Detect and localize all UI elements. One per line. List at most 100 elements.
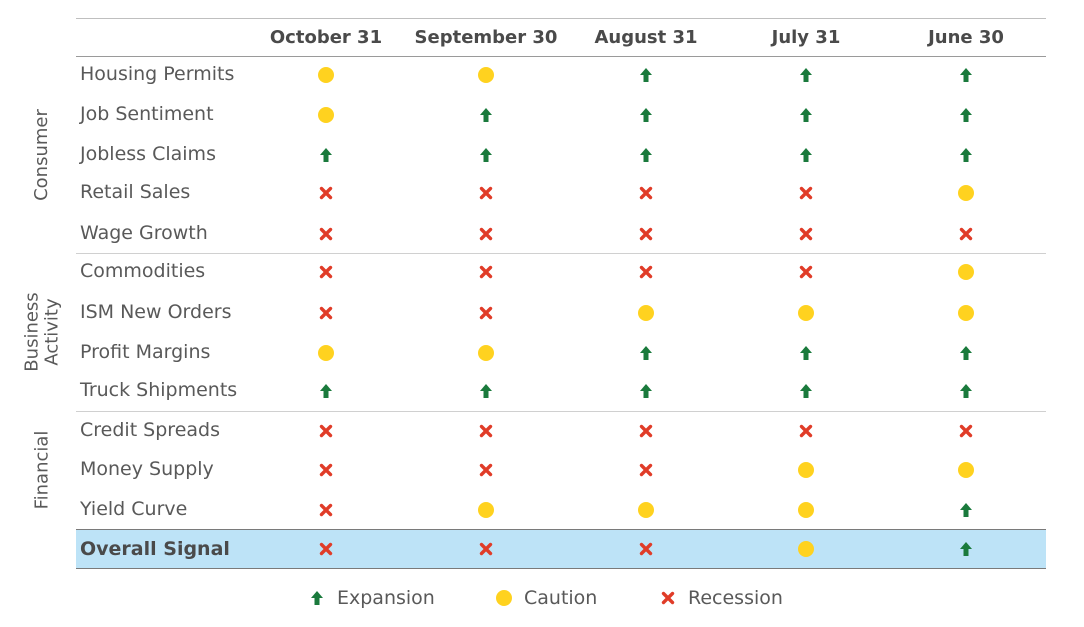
signal-cell xyxy=(314,379,338,403)
x-icon xyxy=(479,306,493,320)
signal-cell xyxy=(794,222,818,246)
up-arrow-icon xyxy=(960,503,972,517)
x-icon xyxy=(319,503,333,517)
circle-icon xyxy=(958,264,974,280)
circle-icon xyxy=(318,67,334,83)
x-icon xyxy=(479,265,493,279)
signal-cell xyxy=(954,181,978,205)
signal-cell xyxy=(314,181,338,205)
up-arrow-icon xyxy=(640,68,652,82)
legend-item-recession: Recession xyxy=(656,584,783,612)
signal-cell xyxy=(794,181,818,205)
circle-icon xyxy=(798,305,814,321)
signal-cell xyxy=(474,181,498,205)
legend-item-caution: Caution xyxy=(492,584,597,612)
row-label: Commodities xyxy=(80,260,206,282)
circle-icon xyxy=(798,502,814,518)
table-row: Wage Growth xyxy=(76,220,1046,248)
x-icon xyxy=(319,306,333,320)
overall-signal-cell xyxy=(634,537,658,561)
circle-icon xyxy=(638,502,654,518)
signal-cell xyxy=(794,103,818,127)
signal-cell xyxy=(474,419,498,443)
x-icon xyxy=(799,424,813,438)
x-icon xyxy=(479,186,493,200)
signal-cell xyxy=(794,301,818,325)
x-icon xyxy=(319,542,333,556)
up-arrow-icon xyxy=(480,148,492,162)
table-row: Truck Shipments xyxy=(76,377,1046,405)
up-arrow-icon xyxy=(960,148,972,162)
signal-cell xyxy=(314,341,338,365)
signal-cell xyxy=(634,260,658,284)
signal-cell xyxy=(954,498,978,522)
up-arrow-icon xyxy=(320,148,332,162)
x-icon xyxy=(479,463,493,477)
signal-cell xyxy=(314,419,338,443)
circle-icon xyxy=(318,345,334,361)
signal-cell xyxy=(314,260,338,284)
signal-cell xyxy=(474,458,498,482)
x-icon xyxy=(639,424,653,438)
up-arrow-icon xyxy=(800,108,812,122)
group-label: Consumer xyxy=(30,109,52,201)
signal-cell xyxy=(314,63,338,87)
x-icon xyxy=(319,186,333,200)
signal-cell xyxy=(474,498,498,522)
row-label: ISM New Orders xyxy=(80,301,232,323)
signal-cell xyxy=(634,458,658,482)
signal-cell xyxy=(634,341,658,365)
signal-cell xyxy=(634,103,658,127)
signal-cell xyxy=(314,143,338,167)
signal-cell xyxy=(794,63,818,87)
up-arrow-icon xyxy=(640,384,652,398)
up-arrow-icon xyxy=(800,384,812,398)
table-row: Housing Permits xyxy=(76,61,1046,89)
legend-label: Expansion xyxy=(337,587,435,609)
table-row: Yield Curve xyxy=(76,496,1046,524)
signal-cell xyxy=(634,379,658,403)
circle-icon xyxy=(958,305,974,321)
up-arrow-icon xyxy=(800,68,812,82)
circle-icon xyxy=(478,67,494,83)
x-icon xyxy=(319,227,333,241)
overall-signal-cell xyxy=(314,537,338,561)
signal-cell xyxy=(474,301,498,325)
signal-cell xyxy=(474,379,498,403)
x-icon xyxy=(639,186,653,200)
circle-icon xyxy=(798,462,814,478)
signal-cell xyxy=(794,379,818,403)
group-label: Business Activity xyxy=(21,292,62,371)
group-label: Financial xyxy=(30,430,52,510)
row-label: Money Supply xyxy=(80,458,214,480)
signal-cell xyxy=(954,222,978,246)
legend-label: Caution xyxy=(524,587,598,609)
row-label: Profit Margins xyxy=(80,341,211,363)
overall-signal-row: Overall Signal xyxy=(76,529,1046,569)
signal-cell xyxy=(794,419,818,443)
overall-signal-cell xyxy=(794,537,818,561)
column-header: September 30 xyxy=(414,27,558,48)
row-label: Job Sentiment xyxy=(80,103,214,125)
legend-label: Recession xyxy=(688,587,783,609)
table-row: Money Supply xyxy=(76,456,1046,484)
legend-item-expansion: Expansion xyxy=(305,584,435,612)
x-icon xyxy=(661,591,675,605)
signal-cell xyxy=(314,222,338,246)
signal-cell xyxy=(474,341,498,365)
signal-cell xyxy=(954,143,978,167)
up-arrow-icon xyxy=(311,591,323,605)
x-icon xyxy=(319,424,333,438)
up-arrow-icon xyxy=(800,346,812,360)
signal-cell xyxy=(314,458,338,482)
row-label: Credit Spreads xyxy=(80,419,220,441)
up-arrow-icon xyxy=(640,108,652,122)
x-icon xyxy=(479,227,493,241)
row-label: Housing Permits xyxy=(80,63,235,85)
table-row: Credit Spreads xyxy=(76,417,1046,445)
overall-label: Overall Signal xyxy=(80,538,230,560)
signal-cell xyxy=(954,103,978,127)
signal-cell xyxy=(794,498,818,522)
column-header: June 30 xyxy=(928,27,1004,48)
up-arrow-icon xyxy=(960,108,972,122)
